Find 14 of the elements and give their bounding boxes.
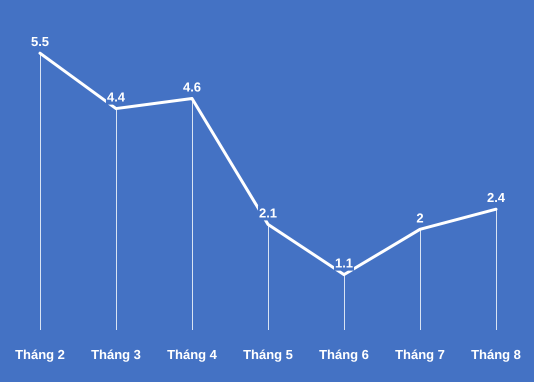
data-label: 5.5 (30, 34, 50, 50)
x-tick-label: Tháng 5 (243, 347, 293, 362)
x-tick-label: Tháng 6 (319, 347, 369, 362)
x-tick-label: Tháng 3 (91, 347, 141, 362)
data-label: 2.4 (486, 190, 506, 206)
x-tick-label: Tháng 7 (395, 347, 445, 362)
x-tick-label: Tháng 8 (471, 347, 521, 362)
x-tick-label: Tháng 4 (167, 347, 218, 362)
data-label: 1.1 (334, 256, 354, 271)
data-label: 4.6 (182, 80, 202, 95)
data-label: 2.1 (258, 205, 278, 220)
data-label: 2 (416, 210, 424, 226)
data-label: 4.4 (106, 90, 126, 105)
x-tick-label: Tháng 2 (15, 347, 65, 362)
